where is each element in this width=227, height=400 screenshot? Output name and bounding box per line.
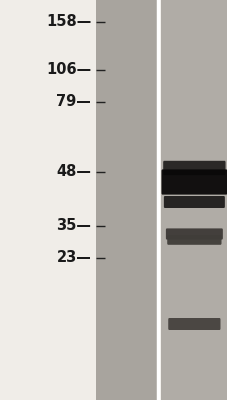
FancyBboxPatch shape: [165, 228, 222, 240]
Text: 35—: 35—: [56, 218, 91, 234]
FancyBboxPatch shape: [163, 196, 224, 208]
Text: 106—: 106—: [46, 62, 91, 78]
FancyBboxPatch shape: [168, 318, 220, 330]
FancyBboxPatch shape: [161, 170, 226, 194]
Text: 158—: 158—: [46, 14, 91, 30]
Text: 23—: 23—: [56, 250, 91, 266]
Text: 79—: 79—: [56, 94, 91, 110]
FancyBboxPatch shape: [166, 235, 221, 245]
Text: 48—: 48—: [56, 164, 91, 180]
FancyBboxPatch shape: [163, 161, 225, 175]
Bar: [160, 0, 227, 400]
Bar: [95, 0, 157, 400]
